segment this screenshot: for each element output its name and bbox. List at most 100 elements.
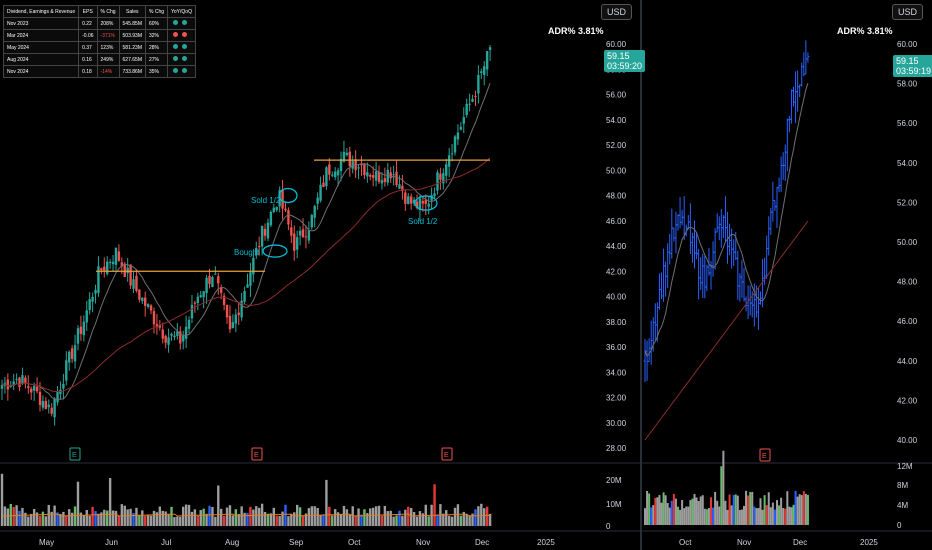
candle-body bbox=[141, 297, 144, 302]
x-tick-left: Aug bbox=[225, 538, 239, 547]
y-tick-right: 58.00 bbox=[897, 80, 918, 89]
currency-button-left[interactable]: USD bbox=[601, 4, 633, 20]
volume-bar bbox=[284, 504, 287, 526]
volume-bar-right bbox=[751, 491, 754, 525]
candle-body bbox=[313, 206, 316, 218]
table-cell: Mar 2024 bbox=[2, 29, 80, 42]
table-cell: 35% bbox=[144, 65, 169, 78]
candle-body bbox=[453, 136, 457, 153]
ma-long-right bbox=[644, 220, 809, 441]
y-tick-right: 46.00 bbox=[897, 317, 918, 326]
volume-bar bbox=[161, 510, 164, 526]
volume-bar-right bbox=[804, 493, 807, 525]
table-cell: 28% bbox=[144, 41, 169, 54]
volume-bar bbox=[144, 515, 147, 526]
volume-bar-right bbox=[734, 494, 737, 525]
volume-bar bbox=[85, 509, 88, 526]
candle-body bbox=[12, 381, 15, 386]
candle-body bbox=[50, 407, 53, 414]
y-tick-left: 60.00 bbox=[606, 40, 627, 49]
annotation-bought: Bought bbox=[234, 248, 260, 257]
candle-body bbox=[407, 196, 410, 204]
volume-bar-right bbox=[660, 502, 663, 525]
volume-bar-right bbox=[664, 495, 667, 525]
table-row: Mar 2024 -0.06 -371% 503.93M 32% bbox=[2, 29, 196, 42]
volume-bar-right bbox=[677, 506, 679, 525]
volume-bar bbox=[106, 510, 109, 526]
volume-bar bbox=[231, 515, 235, 526]
x-tick-left: Jun bbox=[105, 538, 118, 547]
table-header-eps: EPS bbox=[78, 5, 98, 18]
candle-body bbox=[205, 277, 208, 294]
volume-bar bbox=[173, 517, 176, 526]
volume-bar-right bbox=[788, 506, 791, 525]
volume-bar-right bbox=[757, 508, 760, 525]
annotation-circle-sold-2 bbox=[414, 195, 438, 211]
status-dot bbox=[182, 68, 188, 73]
volume-bar bbox=[41, 511, 45, 526]
candle-body bbox=[369, 174, 372, 177]
table-cell: 0.22 bbox=[78, 17, 98, 30]
candle-body bbox=[263, 228, 267, 236]
volume-bar-right bbox=[790, 507, 793, 525]
candle-body bbox=[266, 222, 270, 239]
volume-bar bbox=[65, 515, 68, 526]
earnings-marker-label: E bbox=[444, 452, 449, 459]
candle-body bbox=[442, 173, 445, 184]
volume-bar-right bbox=[724, 500, 727, 525]
candle-body bbox=[170, 333, 173, 336]
volume-bar-right bbox=[668, 507, 671, 525]
volume-bar-right bbox=[693, 493, 696, 525]
candle-body bbox=[15, 379, 18, 381]
x-tick-left: Oct bbox=[348, 538, 361, 547]
table-cell: 733.86M bbox=[118, 65, 147, 78]
adr-label-right: ADR% 3.81% bbox=[837, 26, 893, 36]
candle-body bbox=[27, 386, 30, 388]
volume-bar-right bbox=[792, 504, 795, 525]
candle-body bbox=[0, 385, 4, 389]
volume-bar bbox=[196, 515, 200, 526]
volume-bar bbox=[9, 503, 12, 526]
table-cell-dots bbox=[167, 53, 196, 66]
candle-body bbox=[380, 180, 384, 184]
vol-tick-right: 0 bbox=[897, 521, 902, 530]
volume-bar bbox=[47, 504, 50, 526]
table-cell: -371% bbox=[96, 29, 120, 42]
volume-bar bbox=[117, 515, 121, 526]
x-tick-right: Nov bbox=[737, 538, 751, 547]
candle-body bbox=[439, 173, 442, 180]
candle-body bbox=[354, 159, 357, 171]
candle-body bbox=[155, 324, 159, 328]
volume-bar-right bbox=[784, 508, 787, 525]
table-cell: 123% bbox=[96, 41, 120, 54]
volume-bar bbox=[126, 509, 129, 526]
volume-bar bbox=[328, 506, 331, 526]
volume-bar-right bbox=[666, 503, 669, 525]
volume-bar bbox=[76, 481, 80, 526]
ma-short-left bbox=[1, 82, 491, 400]
volume-bar bbox=[59, 513, 62, 526]
table-cell: 249% bbox=[96, 53, 120, 66]
y-tick-left: 36.00 bbox=[606, 343, 627, 352]
candle-body bbox=[450, 153, 454, 155]
y-tick-left: 44.00 bbox=[606, 242, 627, 251]
volume-bar bbox=[38, 515, 42, 526]
volume-bar bbox=[474, 509, 477, 526]
candle-body bbox=[465, 103, 468, 115]
volume-bar bbox=[12, 506, 15, 526]
candle-body bbox=[208, 276, 211, 284]
x-tick-left: Dec bbox=[475, 538, 489, 547]
volume-bar-right bbox=[701, 495, 704, 525]
volume-bar-right bbox=[674, 498, 677, 525]
earnings-marker bbox=[69, 447, 81, 461]
candle-body bbox=[363, 163, 366, 176]
fundamentals-table: Dividend, Earnings & Revenue EPS % Chg S… bbox=[2, 5, 196, 78]
currency-button-right[interactable]: USD bbox=[892, 4, 924, 20]
candle-body bbox=[301, 229, 305, 238]
candle-body bbox=[53, 398, 56, 418]
candle-body bbox=[225, 304, 229, 318]
volume-bar bbox=[56, 512, 59, 526]
status-dot bbox=[182, 32, 188, 37]
x-tick-right: Oct bbox=[679, 538, 692, 547]
